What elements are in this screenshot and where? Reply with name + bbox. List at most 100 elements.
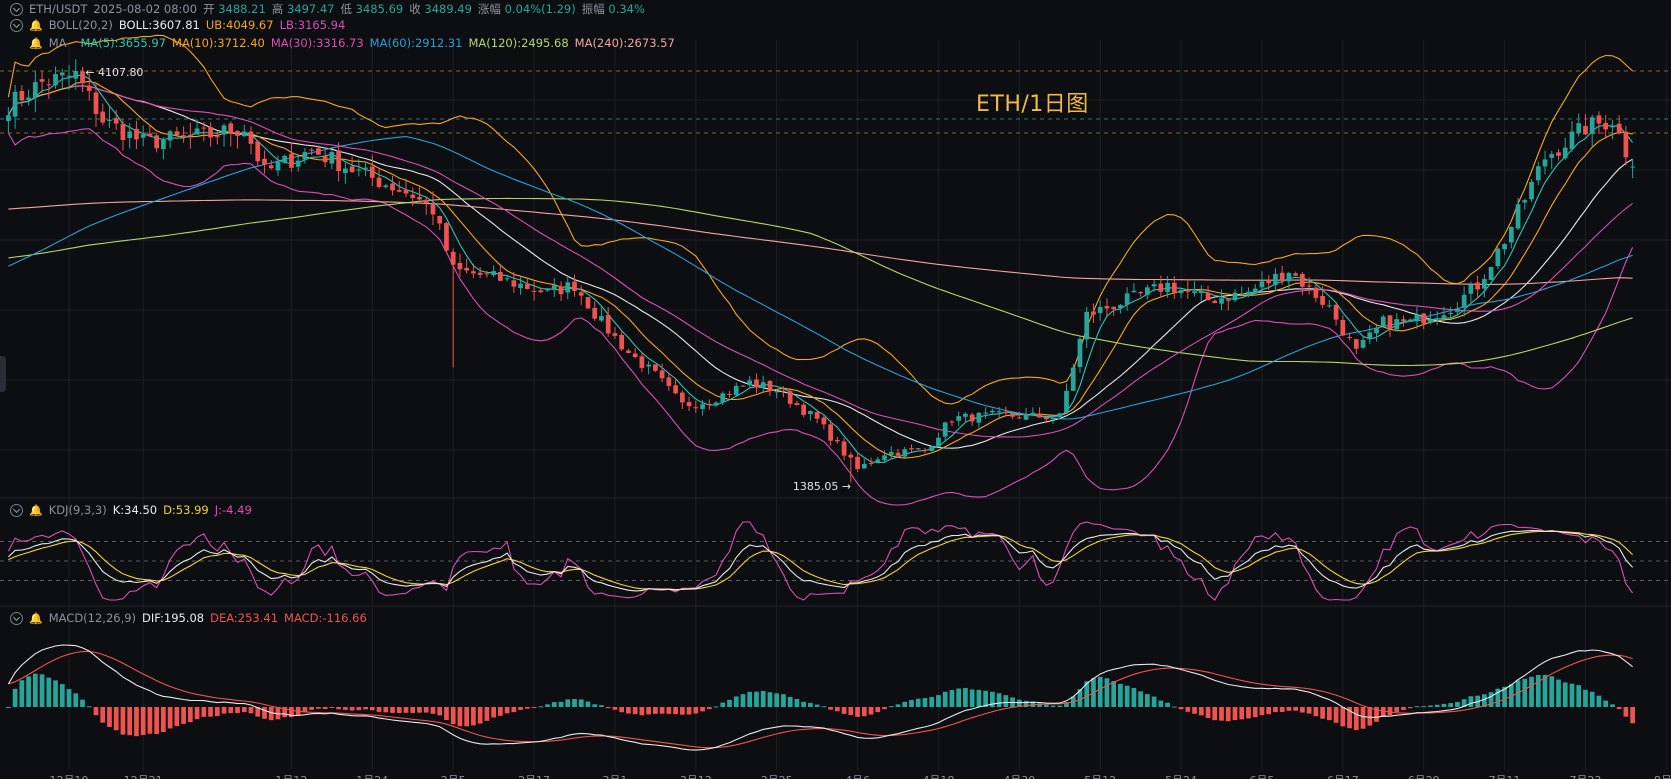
candle xyxy=(342,161,348,184)
candle-body xyxy=(80,71,85,84)
macd-histogram-bar xyxy=(504,707,510,714)
pane-resize-handle[interactable] xyxy=(0,356,6,392)
candle-body xyxy=(46,84,52,86)
candle xyxy=(1583,113,1588,136)
macd-histogram-bar xyxy=(1300,707,1305,713)
candle-body xyxy=(936,437,941,447)
candle xyxy=(1057,413,1063,419)
candle-body xyxy=(1064,390,1069,413)
candle-body xyxy=(1259,281,1265,288)
candle-body xyxy=(275,161,281,171)
collapse-chevron-icon[interactable] xyxy=(10,18,23,32)
candle-body xyxy=(1030,412,1036,416)
candle xyxy=(963,412,968,423)
boll-ub-value: UB:4049.67 xyxy=(205,18,274,32)
collapse-chevron-icon[interactable] xyxy=(10,611,23,625)
candle-body xyxy=(1205,293,1211,301)
macd-histogram-bar xyxy=(518,707,523,710)
candle xyxy=(983,407,988,419)
candle-body xyxy=(531,290,537,292)
candle-body xyxy=(1616,123,1622,134)
macd-histogram-bar xyxy=(336,707,341,710)
macd-histogram-bar xyxy=(208,707,213,717)
macd-dea-line xyxy=(8,650,1633,749)
macd-histogram-bar xyxy=(342,707,348,710)
macd-histogram-bar xyxy=(1084,681,1090,707)
collapse-chevron-icon[interactable] xyxy=(10,2,23,16)
macd-histogram-bar xyxy=(558,701,564,707)
bell-icon[interactable]: 🔔 xyxy=(29,18,43,32)
candle xyxy=(1145,284,1150,300)
macd-histogram-bar xyxy=(302,707,308,713)
x-tick-label: 3月13 xyxy=(680,774,712,779)
x-axis: 12月10 12月21 1月12 1月24 2月5 2月17 3月1 3月13 3月25 4月6 4… xyxy=(50,774,1671,779)
candle-body xyxy=(821,417,827,425)
macd-hist-value: MACD:-116.66 xyxy=(284,611,367,625)
candle-body xyxy=(733,385,739,396)
candle xyxy=(134,120,139,149)
candle xyxy=(1279,265,1285,285)
macd-histogram-bar xyxy=(700,707,705,712)
candle xyxy=(1630,159,1635,179)
macd-histogram-bar xyxy=(834,707,840,712)
macd-histogram-bar xyxy=(1003,695,1009,707)
candle-body xyxy=(1138,292,1143,294)
candle xyxy=(942,421,948,442)
candle-body xyxy=(504,278,510,280)
candle xyxy=(1562,137,1568,160)
candle-body xyxy=(383,185,389,188)
macd-histogram-bar xyxy=(1495,688,1501,707)
macd-histogram-bar xyxy=(679,707,685,715)
macd-histogram-bar xyxy=(214,707,220,717)
candle-body xyxy=(572,281,577,291)
macd-histogram-bar xyxy=(646,707,651,715)
candle xyxy=(1468,281,1474,302)
macd-histogram-bar xyxy=(1326,707,1332,721)
macd-histogram-bar xyxy=(1394,707,1400,712)
candle xyxy=(1246,287,1251,298)
candle xyxy=(1401,315,1406,327)
collapse-chevron-icon[interactable] xyxy=(10,503,23,517)
candle xyxy=(713,401,719,407)
macd-histogram-bar xyxy=(1421,706,1427,708)
macd-histogram-bar xyxy=(396,707,402,713)
macd-histogram-bar xyxy=(450,707,456,725)
candle-body xyxy=(787,391,793,404)
ma60-line xyxy=(8,136,1633,420)
bell-icon[interactable]: 🔔 xyxy=(29,611,43,625)
candle xyxy=(990,408,995,416)
macd-histogram-bar xyxy=(929,697,935,707)
x-tick-label: 5月24 xyxy=(1165,774,1197,779)
macd-histogram-bar xyxy=(969,689,975,707)
candle-body xyxy=(855,456,860,469)
candle xyxy=(801,402,807,418)
macd-histogram-bar xyxy=(369,707,375,711)
bell-icon[interactable]: 🔔 xyxy=(29,503,43,517)
bell-icon[interactable]: 🔔 xyxy=(29,36,43,50)
candle-body xyxy=(1576,123,1582,134)
macd-histogram-bar xyxy=(1097,676,1103,707)
macd-histogram-bar xyxy=(902,701,908,707)
macd-histogram-bar xyxy=(1508,684,1514,707)
candle xyxy=(855,453,860,472)
macd-histogram-bar xyxy=(477,707,483,724)
candle-body xyxy=(403,189,409,194)
macd-histogram-bar xyxy=(498,707,503,716)
ma10-line xyxy=(7,80,1633,459)
macd-histogram-bar xyxy=(1198,707,1204,716)
candle-body xyxy=(1252,288,1258,294)
macd-dif-line xyxy=(7,644,1633,751)
macd-histogram-bar xyxy=(720,702,726,707)
candle xyxy=(551,277,557,297)
candle xyxy=(275,155,281,176)
x-tick-label: 1月24 xyxy=(356,774,388,779)
macd-histogram-bar xyxy=(484,707,490,721)
macd-histogram-bar xyxy=(1387,707,1393,716)
candle xyxy=(1050,416,1056,424)
candle xyxy=(423,196,429,215)
macd-histogram-bar xyxy=(639,707,645,716)
candle-body xyxy=(713,402,719,406)
macd-histogram-bar xyxy=(309,707,315,710)
